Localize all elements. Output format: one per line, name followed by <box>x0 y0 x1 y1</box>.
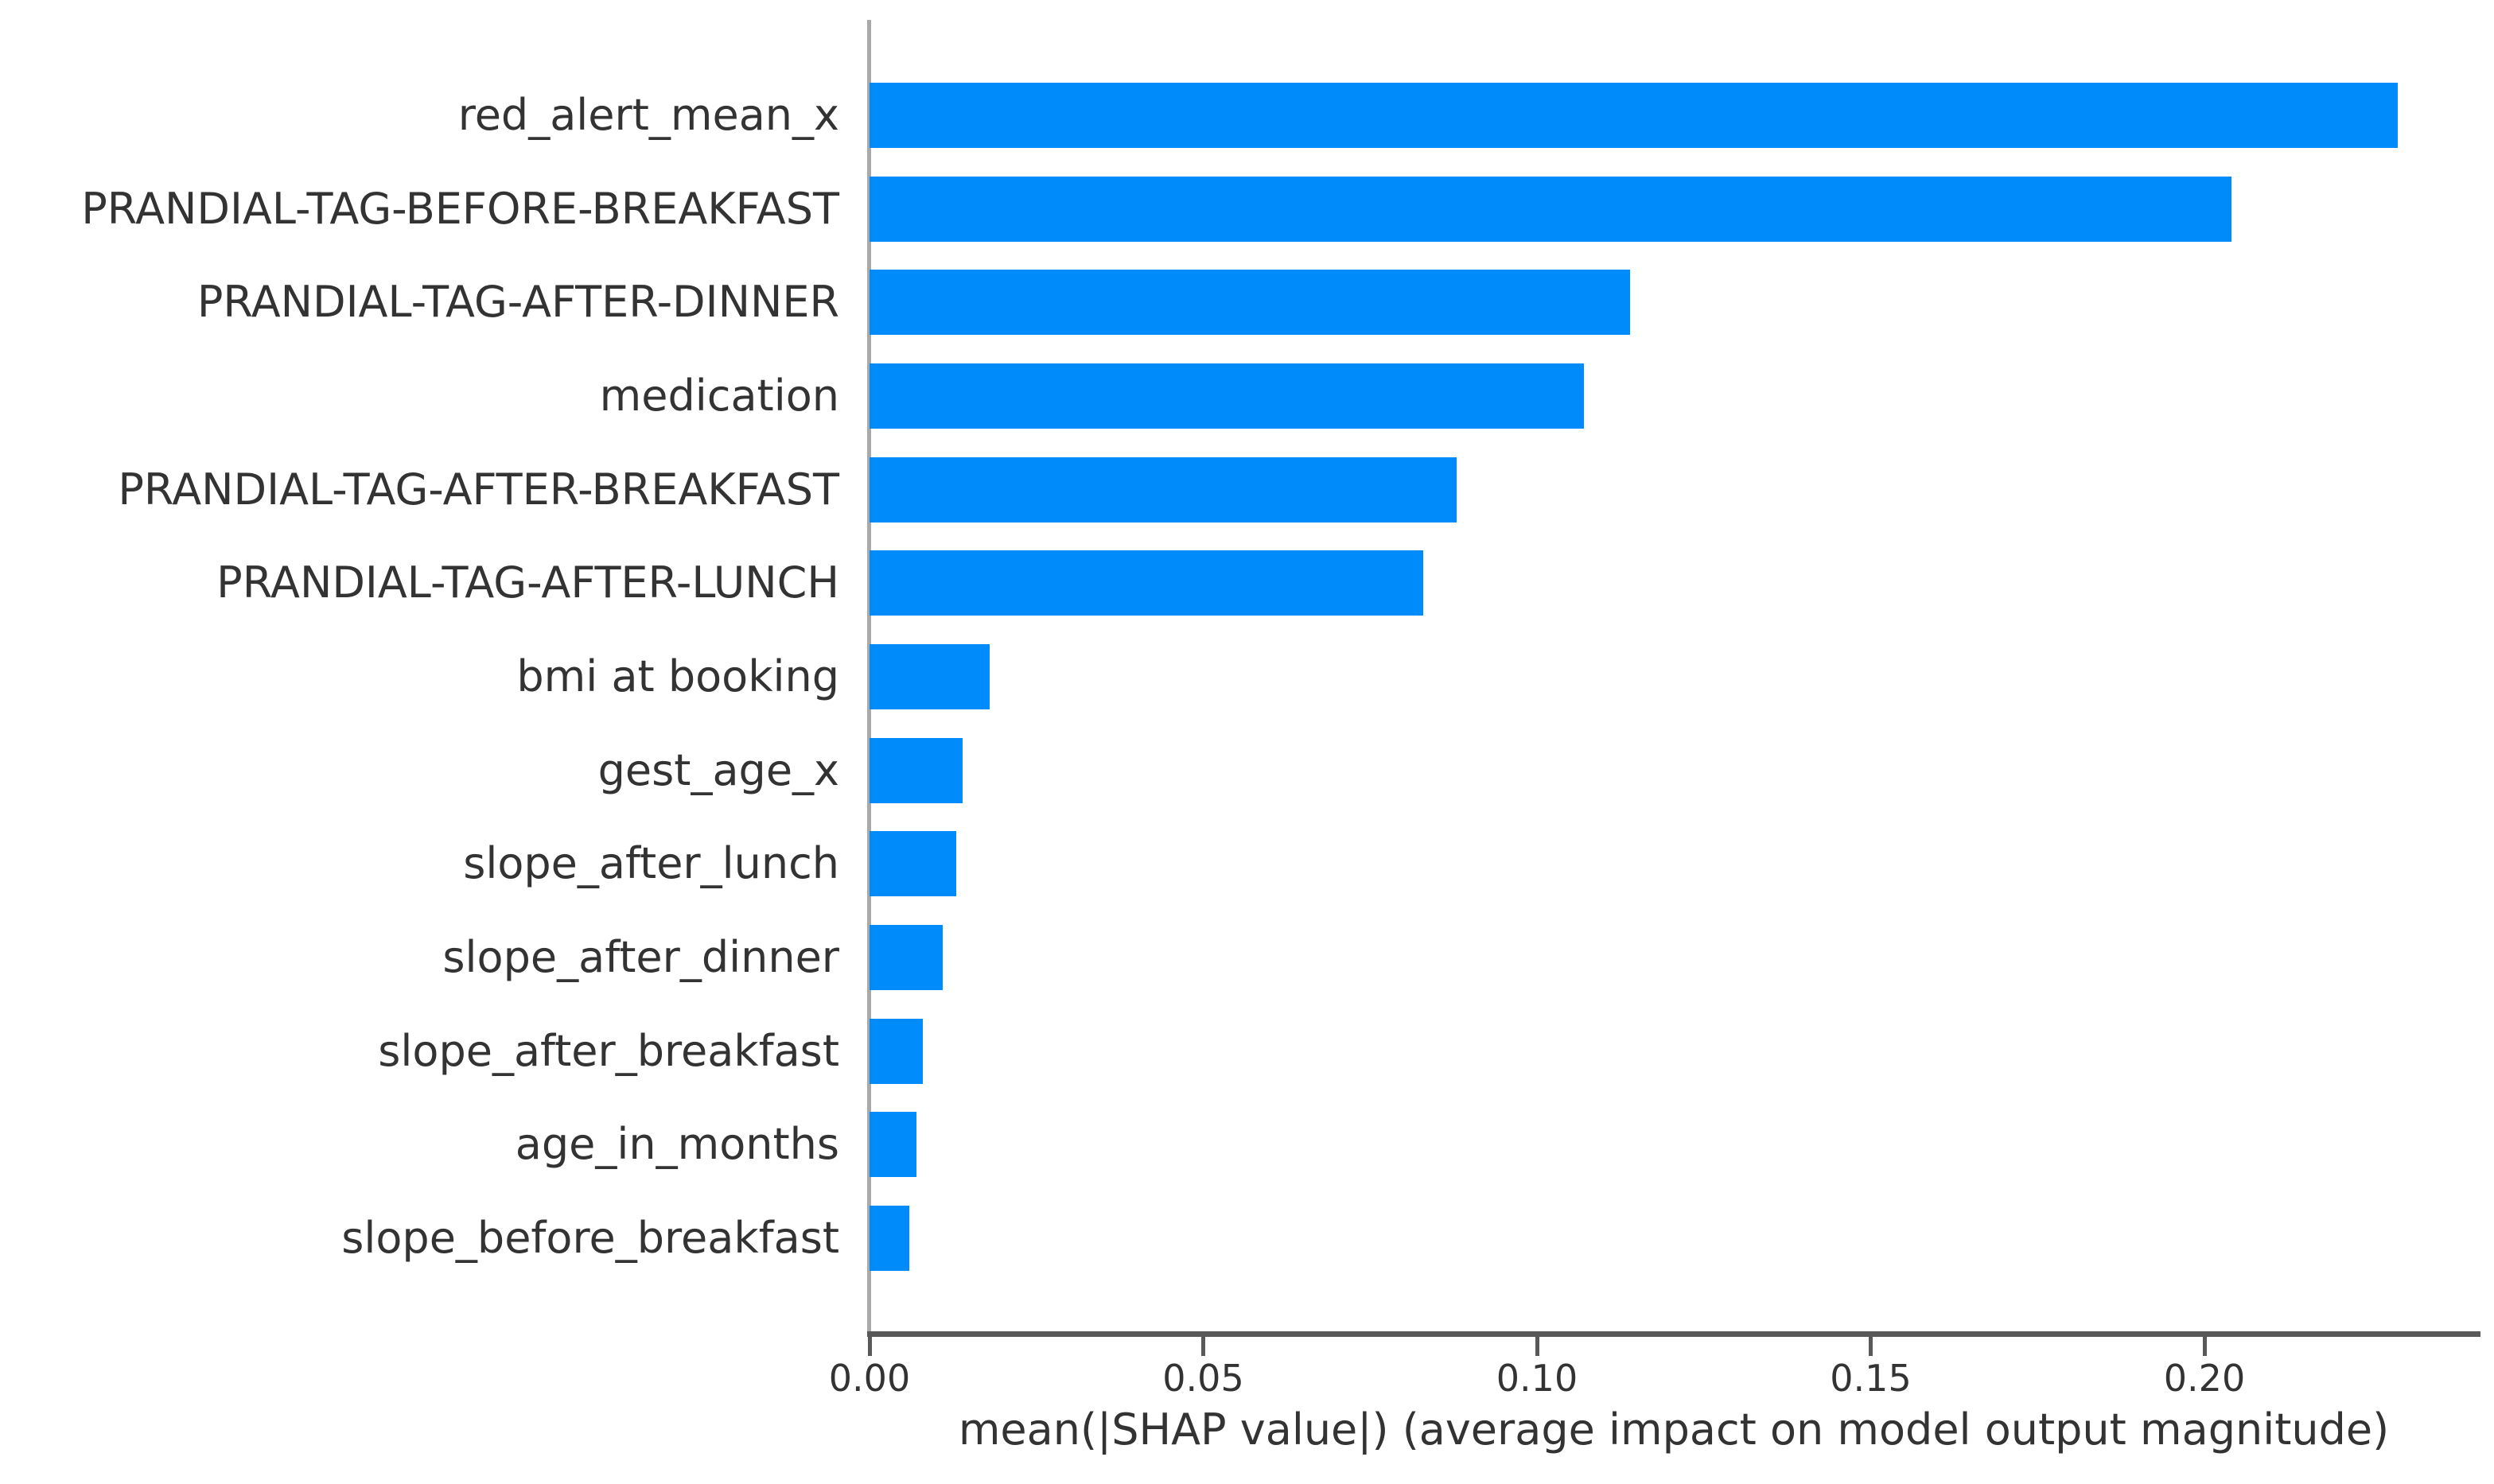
bar <box>870 456 1457 523</box>
bar <box>870 737 963 803</box>
bar <box>870 1018 924 1084</box>
bar <box>870 924 944 990</box>
x-tick-label: 0.00 <box>828 1357 911 1400</box>
x-tick-label: 0.15 <box>1830 1357 1912 1400</box>
x-tick-mark <box>1201 1337 1205 1356</box>
feature-label: bmi at booking <box>516 651 839 701</box>
bar <box>870 270 1631 336</box>
y-axis-line <box>867 20 871 1334</box>
bar <box>870 1112 916 1178</box>
x-tick-label: 0.05 <box>1162 1357 1244 1400</box>
feature-label: medication <box>599 370 839 421</box>
feature-label: PRANDIAL-TAG-AFTER-LUNCH <box>216 557 839 608</box>
bar <box>870 176 2231 242</box>
bar <box>870 831 957 897</box>
bar <box>870 643 990 709</box>
feature-label: PRANDIAL-TAG-BEFORE-BREAKFAST <box>81 183 839 234</box>
feature-label: age_in_months <box>515 1119 839 1170</box>
x-tick-mark <box>2202 1337 2207 1356</box>
x-tick-mark <box>1535 1337 1539 1356</box>
feature-label: PRANDIAL-TAG-AFTER-BREAKFAST <box>118 464 839 515</box>
x-tick-label: 0.10 <box>1496 1357 1578 1400</box>
bar <box>870 550 1424 616</box>
feature-label: gest_age_x <box>597 744 839 795</box>
x-tick-mark <box>867 1337 872 1356</box>
feature-label: PRANDIAL-TAG-AFTER-DINNER <box>196 277 839 328</box>
bar <box>870 83 2399 148</box>
feature-label: red_alert_mean_x <box>457 90 839 140</box>
bar <box>870 363 1584 429</box>
x-axis-label: mean(|SHAP value|) (average impact on mo… <box>958 1404 2390 1455</box>
bar <box>870 1205 910 1271</box>
feature-label: slope_after_breakfast <box>378 1025 839 1076</box>
x-tick-mark <box>1869 1337 1873 1356</box>
x-axis-line <box>867 1331 2480 1337</box>
feature-label: slope_before_breakfast <box>341 1212 839 1263</box>
x-tick-label: 0.20 <box>2163 1357 2246 1400</box>
feature-label: slope_after_lunch <box>463 838 839 889</box>
feature-label: slope_after_dinner <box>442 931 839 982</box>
